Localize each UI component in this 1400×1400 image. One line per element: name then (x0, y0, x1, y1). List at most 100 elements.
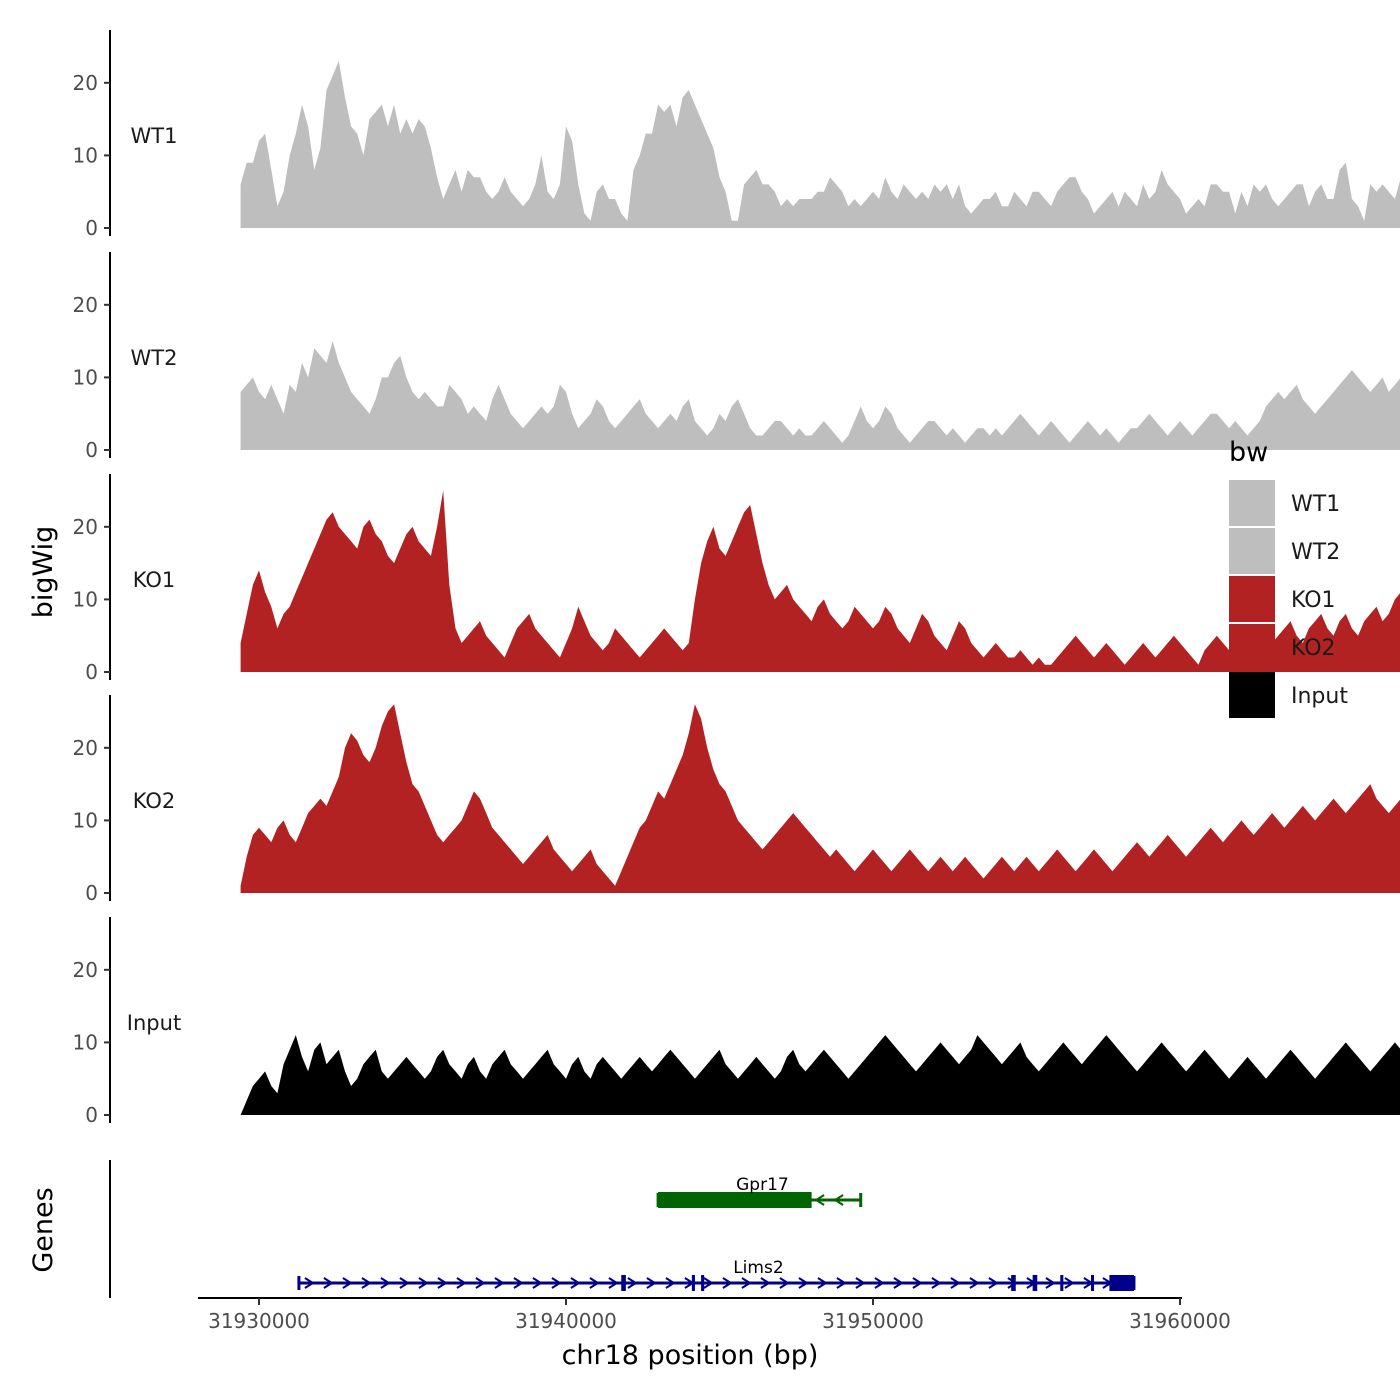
legend-swatch-input (1229, 672, 1275, 718)
legend-swatch-ko1 (1229, 576, 1275, 622)
strand-arrow (627, 1277, 638, 1289)
gene-name-label: Lims2 (733, 1258, 783, 1278)
track-input: 0 10 20 Input (73, 917, 1400, 1127)
gene-lims2: Lims2 (297, 1258, 1136, 1291)
y-tick-label: 20 (73, 293, 98, 317)
x-tick-label: 31940000 (515, 1309, 617, 1333)
x-tick-label: 31930000 (208, 1309, 310, 1333)
y-tick-label: 10 (73, 1030, 98, 1054)
strand-arrow (836, 1277, 847, 1289)
gene-exon (1032, 1275, 1038, 1291)
coverage-area-input (240, 1035, 1400, 1115)
track-ko2: 0 10 20 KO2 (73, 695, 1400, 905)
strand-arrow (969, 1277, 980, 1289)
y-tick-label: 10 (73, 587, 98, 611)
y-tick-label: 10 (73, 808, 98, 832)
legend-label-ko1: KO1 (1291, 588, 1336, 613)
strand-arrow (399, 1277, 410, 1289)
legend-label-wt1: WT1 (1291, 492, 1340, 517)
gene-exon (1060, 1275, 1064, 1291)
gene-exon (701, 1275, 705, 1291)
strand-arrow (475, 1277, 486, 1289)
y-tick-label: 0 (85, 216, 98, 240)
strand-arrow (833, 1194, 844, 1206)
strand-arrow (513, 1277, 524, 1289)
gene-exon (1011, 1275, 1016, 1291)
strand-arrow (304, 1277, 315, 1289)
track-wt1: 0 10 20 WT1 (73, 30, 1400, 240)
legend: bw WT1 WT2 KO1 KO2 Input (1229, 437, 1348, 718)
y-tick-label: 20 (73, 71, 98, 95)
track-label: KO1 (133, 568, 176, 592)
strand-arrow (931, 1277, 942, 1289)
y-tick-label: 0 (85, 881, 98, 905)
strand-arrow (456, 1277, 467, 1289)
x-tick-label: 31950000 (822, 1309, 924, 1333)
strand-arrow (874, 1277, 885, 1289)
legend-label-wt2: WT2 (1291, 540, 1340, 565)
strand-arrow (323, 1277, 334, 1289)
strand-arrow (589, 1277, 600, 1289)
gene-gpr17: Gpr17 (656, 1175, 863, 1208)
track-wt2: 0 10 20 WT2 (73, 252, 1400, 462)
y-tick-label: 10 (73, 365, 98, 389)
coverage-area-wt1 (240, 61, 1400, 228)
x-axis-title: chr18 position (bp) (562, 1340, 819, 1371)
legend-title: bw (1229, 437, 1268, 468)
strand-arrow (608, 1277, 619, 1289)
strand-arrow (494, 1277, 505, 1289)
strand-arrow (380, 1277, 391, 1289)
y-tick-label: 20 (73, 958, 98, 982)
strand-arrow (760, 1277, 771, 1289)
strand-arrow (893, 1277, 904, 1289)
gene-exon (658, 1192, 812, 1208)
strand-arrow (988, 1277, 999, 1289)
strand-arrow (741, 1277, 752, 1289)
track-label: KO2 (133, 789, 176, 813)
strand-arrow (342, 1277, 353, 1289)
strand-arrow (950, 1277, 961, 1289)
gene-exon (1090, 1275, 1095, 1291)
gene-name-label: Gpr17 (736, 1175, 789, 1195)
y-tick-label: 10 (73, 143, 98, 167)
gene-exon (1109, 1275, 1134, 1291)
strand-arrow (646, 1277, 657, 1289)
strand-arrow (1045, 1277, 1056, 1289)
legend-swatch-ko2 (1229, 624, 1275, 670)
strand-arrow (817, 1277, 828, 1289)
y-tick-label: 0 (85, 660, 98, 684)
coverage-area-ko2 (240, 704, 1400, 893)
y-tick-label: 0 (85, 1103, 98, 1127)
strand-arrow (570, 1277, 581, 1289)
genes-axis-title: Genes (28, 1187, 59, 1272)
strand-arrow (361, 1277, 372, 1289)
x-tick-label: 31960000 (1129, 1309, 1231, 1333)
track-ko1: 0 10 20 KO1 (73, 474, 1400, 684)
strand-arrow (722, 1277, 733, 1289)
strand-arrow (1007, 1277, 1018, 1289)
track-label: WT2 (131, 346, 178, 370)
gene-exon (621, 1275, 626, 1291)
x-axis: 31930000 31940000 31950000 31960000 (198, 1297, 1231, 1333)
strand-arrow (418, 1277, 429, 1289)
strand-arrow (814, 1194, 825, 1206)
strand-arrow (779, 1277, 790, 1289)
strand-arrow (798, 1277, 809, 1289)
legend-swatch-wt1 (1229, 480, 1275, 526)
bigwig-panels: 0 10 20 WT1 0 10 20 WT2 0 10 20 KO1 0 10 20 KO2 0 10 20 Inp… (73, 30, 1400, 1127)
y-tick-label: 20 (73, 736, 98, 760)
gene-exon (691, 1275, 695, 1291)
legend-label-ko2: KO2 (1291, 636, 1336, 661)
coverage-area-wt2 (240, 341, 1400, 450)
strand-arrow (551, 1277, 562, 1289)
strand-arrow (437, 1277, 448, 1289)
y-tick-label: 20 (73, 515, 98, 539)
strand-arrow (855, 1277, 866, 1289)
track-label: Input (127, 1011, 181, 1035)
gene-annotation-panel: Gpr17 Lims2 31930000 31940000 31950000 319600… (109, 1160, 1231, 1333)
y-axis-title: bigWig (28, 526, 59, 619)
strand-arrow (912, 1277, 923, 1289)
legend-swatch-wt2 (1229, 528, 1275, 574)
track-label: WT1 (131, 124, 178, 148)
